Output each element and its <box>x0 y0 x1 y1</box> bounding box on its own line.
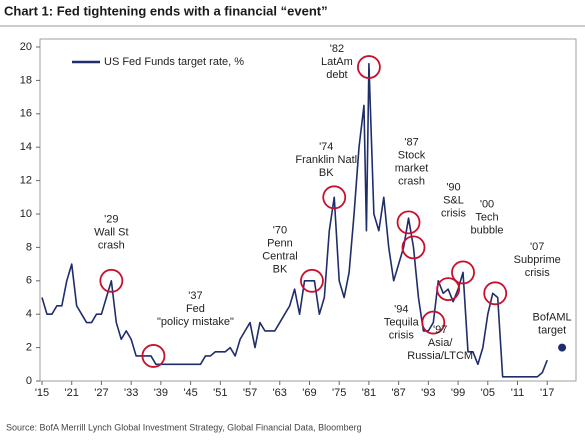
event-label: Central <box>262 251 297 263</box>
event-label: '74 <box>319 141 333 153</box>
event-circle <box>421 310 446 335</box>
x-tick-label: '17 <box>540 387 554 399</box>
event-circle <box>483 281 508 306</box>
x-tick-label: '81 <box>362 387 376 399</box>
y-tick-label: 8 <box>26 241 32 253</box>
x-tick-label: '15 <box>35 387 49 399</box>
event-label: debt <box>326 69 347 81</box>
x-tick-label: '69 <box>302 387 316 399</box>
legend-label: US Fed Funds target rate, % <box>104 56 244 68</box>
series-line <box>41 62 548 378</box>
x-tick-label: '57 <box>243 387 257 399</box>
y-tick-label: 18 <box>20 74 32 86</box>
x-tick-label: '27 <box>94 387 108 399</box>
event-label: Subprime <box>514 254 561 266</box>
event-circle <box>436 277 461 302</box>
event-label: Asia/ <box>428 337 453 349</box>
event-label: LatAm <box>321 56 353 68</box>
event-label: '37 <box>188 290 202 302</box>
x-tick-label: '21 <box>65 387 79 399</box>
x-tick-label: '99 <box>451 387 465 399</box>
event-label: S&L <box>443 194 464 206</box>
event-label: BK <box>319 167 334 179</box>
x-tick-label: '11 <box>511 387 525 399</box>
y-tick-label: 2 <box>26 342 32 354</box>
event-label: crisis <box>525 267 551 279</box>
event-label: crash <box>98 240 125 252</box>
event-circle <box>451 260 475 285</box>
x-tick-label: '93 <box>421 387 435 399</box>
target-label: target <box>538 325 566 337</box>
target-label: BofAML <box>533 312 572 324</box>
x-tick-label: '51 <box>213 387 227 399</box>
x-tick-label: '75 <box>332 387 346 399</box>
event-label: crisis <box>389 329 415 341</box>
event-circle <box>396 210 421 235</box>
y-tick-label: 10 <box>20 208 32 220</box>
event-label: '94 <box>394 303 408 315</box>
chart-title: Chart 1: Fed tightening ends with a fina… <box>4 3 328 18</box>
x-tick-label: '87 <box>391 387 405 399</box>
event-label: crisis <box>441 207 467 219</box>
event-circle <box>357 55 381 79</box>
plot-frame <box>39 38 577 382</box>
y-tick-label: 12 <box>20 175 32 187</box>
event-label: BK <box>273 264 288 276</box>
x-tick-label: '39 <box>154 387 168 399</box>
target-point <box>558 343 567 352</box>
event-label: crash <box>398 175 425 187</box>
event-label: Russia/LTCM <box>407 350 473 362</box>
event-label: '70 <box>273 225 287 237</box>
event-circle <box>322 185 347 210</box>
x-tick-label: '33 <box>124 387 138 399</box>
event-circle <box>300 268 324 293</box>
event-label: Fed <box>186 303 205 315</box>
source: Source: BofA Merrill Lynch Global Invest… <box>6 422 362 432</box>
event-label: Stock <box>398 149 426 161</box>
event-label: Tequila <box>384 316 420 328</box>
event-label: '29 <box>104 214 118 226</box>
x-tick-label: '63 <box>273 387 287 399</box>
x-tick-label: '05 <box>481 387 495 399</box>
event-label: '87 <box>404 136 418 148</box>
event-label: '00 <box>480 198 494 210</box>
y-tick-label: 16 <box>20 108 32 120</box>
y-tick-label: 0 <box>26 375 32 387</box>
y-tick-label: 4 <box>26 308 32 320</box>
y-tick-label: 6 <box>26 275 32 287</box>
event-label: Franklin Natl <box>295 154 357 166</box>
y-tick-label: 14 <box>20 141 32 153</box>
event-circle <box>99 268 124 293</box>
event-label: bubble <box>471 224 504 236</box>
event-label: '90 <box>446 181 460 193</box>
x-tick-label: '45 <box>183 387 197 399</box>
y-tick-label: 20 <box>20 41 32 53</box>
event-label: "policy mistake" <box>157 316 234 328</box>
event-label: Tech <box>475 211 498 223</box>
event-label: Penn <box>267 238 293 250</box>
event-label: '97 <box>433 324 447 336</box>
event-label: Wall St <box>94 227 128 239</box>
event-circle <box>401 235 426 260</box>
event-label: '82 <box>330 43 344 55</box>
event-circle <box>141 344 166 368</box>
event-label: '07 <box>530 241 544 253</box>
event-label: market <box>395 162 429 174</box>
